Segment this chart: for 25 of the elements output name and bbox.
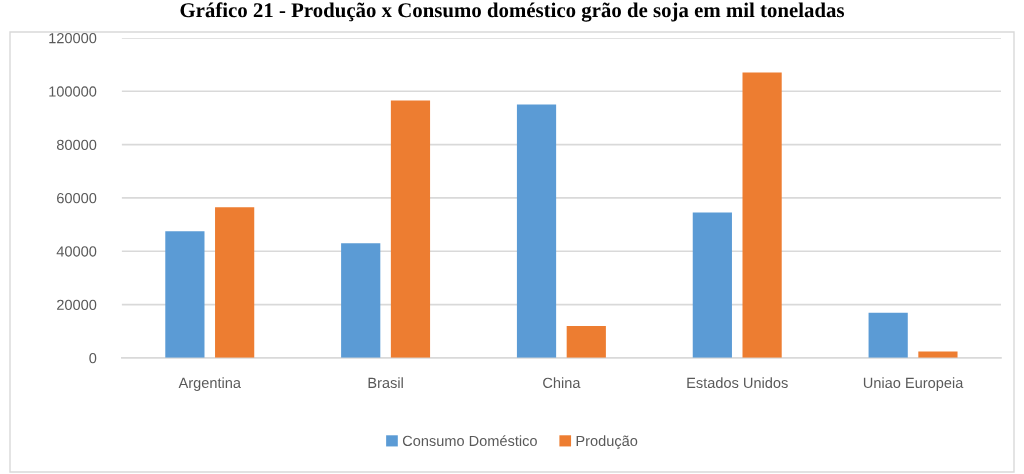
y-tick-label: 40000 — [56, 246, 97, 257]
x-tick-label: Brasil — [368, 377, 403, 389]
y-tick-label: 100000 — [49, 86, 97, 97]
bar — [390, 100, 431, 358]
bar — [742, 72, 782, 358]
y-tick-label: 60000 — [57, 193, 97, 204]
legend-label: Produção — [576, 435, 638, 450]
y-tick-label: 0 — [89, 352, 97, 364]
legend-label: Consumo Doméstico — [402, 435, 537, 447]
x-tick-label: Uniao Europeia — [863, 377, 964, 391]
bar — [215, 207, 255, 358]
x-tick-label: China — [543, 377, 581, 389]
x-tick-label: Estados Unidos — [687, 377, 788, 389]
bar — [918, 351, 958, 358]
bar — [516, 104, 557, 358]
chart-title: Gráfico 21 - Produção x Consumo doméstico grão de soja em mil toneladas — [180, 2, 845, 22]
bar — [566, 325, 606, 358]
y-tick-label: 20000 — [57, 299, 97, 310]
x-tick-label: Argentina — [178, 377, 241, 391]
bar — [341, 243, 381, 358]
y-tick-label: 80000 — [56, 139, 97, 150]
bar — [868, 312, 908, 358]
bar — [692, 212, 732, 358]
y-tick-label: 120000 — [49, 33, 97, 44]
bar — [165, 231, 205, 358]
